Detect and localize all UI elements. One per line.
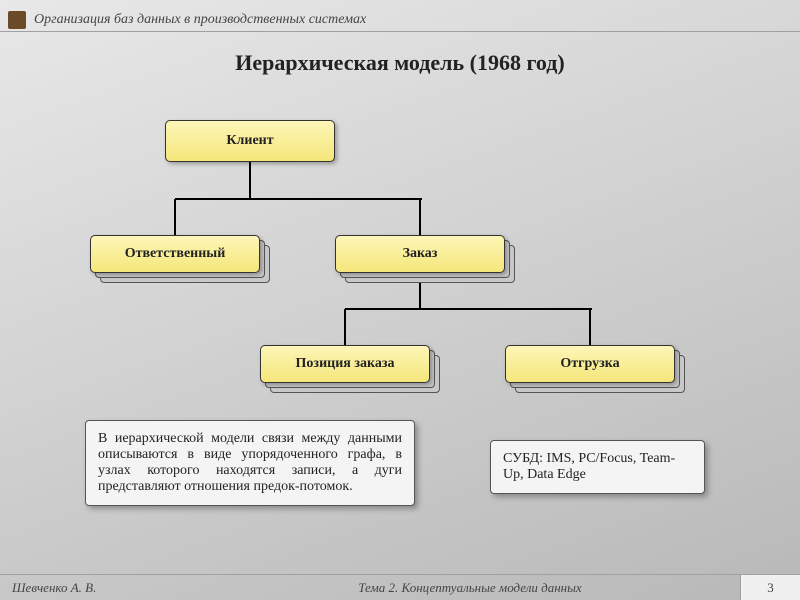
node-box: Клиент [165,120,335,162]
description-text: В иерархической модели связи между данны… [98,431,402,494]
description-box: В иерархической модели связи между данны… [85,420,415,506]
node-box: Ответственный [90,235,260,273]
edge [174,199,176,236]
edge [345,308,592,310]
logo-icon [8,11,26,29]
node-box: Отгрузка [505,345,675,383]
dbms-box: СУБД: IMS, PC/Focus, Team-Up, Data Edge [490,440,705,494]
hierarchy-diagram: Клиент Ответственный Заказ Позиция заказа От… [0,100,800,400]
header-title: Организация баз данных в производственны… [34,12,366,28]
footer-page: 3 [740,575,800,600]
page-title: Иерархическая модель (1968 год) [0,50,800,76]
dbms-text: СУБД: IMS, PC/Focus, Team-Up, Data Edge [503,451,675,482]
node-order: Заказ [335,235,505,273]
node-box: Позиция заказа [260,345,430,383]
node-pos: Позиция заказа [260,345,430,383]
footer-author: Шевченко А. В. [0,580,200,596]
edge [344,309,346,345]
edge [589,309,591,345]
node-resp: Ответственный [90,235,260,273]
node-ship: Отгрузка [505,345,675,383]
edge [175,198,422,200]
node-box: Заказ [335,235,505,273]
node-client: Клиент [165,120,335,162]
edge [249,162,251,199]
footer: Шевченко А. В. Тема 2. Концептуальные мо… [0,574,800,600]
edge [419,199,421,236]
footer-theme: Тема 2. Концептуальные модели данных [200,580,740,596]
header: Организация баз данных в производственны… [0,8,800,32]
